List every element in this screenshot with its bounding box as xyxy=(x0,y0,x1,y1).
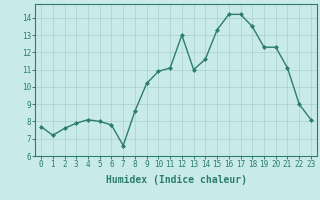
X-axis label: Humidex (Indice chaleur): Humidex (Indice chaleur) xyxy=(106,175,246,185)
